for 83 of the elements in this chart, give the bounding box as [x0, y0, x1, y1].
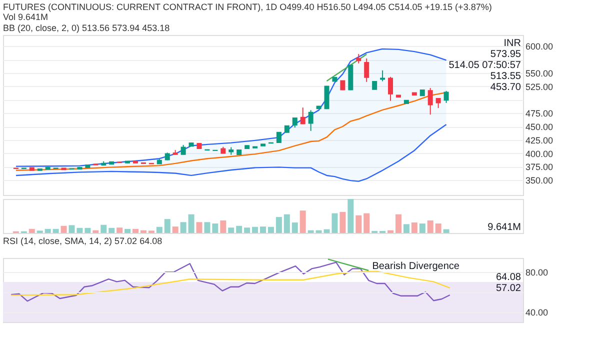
bar — [403, 224, 410, 233]
annotation: Bearish Divergence — [372, 261, 460, 272]
chart-title: FUTURES (CONTINUOUS: CURRENT CONTRACT IN FRONT), 1D O499.40 H516.50 L494.05 C514.05 +19.15 (+3.87%) — [3, 2, 492, 12]
text: BB (20, close, 2, 0) 513.56 573.94 453.18 — [3, 23, 170, 33]
bar — [140, 230, 146, 233]
candlestick — [292, 117, 298, 128]
text: 9.641M — [488, 222, 521, 233]
bar — [60, 226, 67, 233]
bar — [300, 210, 306, 233]
candlestick — [444, 90, 449, 104]
bar — [268, 226, 274, 233]
y-tick-label: 375.00 — [526, 162, 554, 172]
bar — [276, 217, 282, 233]
y-tick-label: 400.00 — [526, 148, 554, 159]
bar — [427, 220, 434, 233]
bar — [44, 228, 51, 233]
bar — [84, 228, 91, 233]
bar — [388, 230, 394, 233]
bar — [108, 228, 115, 233]
bar — [180, 222, 186, 233]
bar — [284, 214, 290, 233]
candlestick — [276, 132, 282, 144]
text: 453.70 — [490, 82, 522, 93]
bar — [28, 228, 35, 233]
candlestick — [300, 107, 306, 125]
candlestick — [308, 110, 314, 132]
bar — [164, 219, 170, 233]
bar — [340, 212, 346, 233]
bar — [244, 228, 250, 233]
bar — [196, 222, 202, 233]
y-tick-label: 425.00 — [526, 135, 554, 146]
y-tick-label: 350.00 — [526, 176, 554, 186]
y-tick-label: 600.00 — [526, 42, 554, 52]
bar — [220, 220, 226, 233]
bar — [132, 228, 138, 233]
y-tick-label: 525.00 — [526, 82, 554, 92]
candlestick — [180, 144, 186, 156]
y-tick-label: 550.00 — [526, 68, 554, 78]
bar — [124, 228, 131, 233]
y-tick-label: 40.00 — [526, 308, 548, 318]
bar — [348, 199, 354, 233]
bar — [292, 222, 298, 233]
bar — [236, 226, 242, 233]
bar — [435, 223, 442, 233]
bar — [260, 226, 266, 233]
bar — [316, 230, 322, 233]
bar — [228, 228, 234, 233]
line-series — [15, 124, 447, 182]
candlestick — [388, 76, 393, 102]
bar — [212, 223, 218, 233]
text: 513.55 — [490, 71, 522, 82]
bar — [395, 214, 402, 233]
bar — [100, 224, 107, 233]
bar — [443, 229, 450, 233]
bar — [92, 230, 99, 233]
candlestick — [364, 58, 370, 82]
bar — [419, 223, 426, 233]
bar — [172, 226, 178, 233]
bar — [356, 215, 362, 233]
annotation: 514.05 07:50:57 — [448, 60, 522, 71]
text: 64.08 — [496, 272, 522, 283]
bar — [116, 228, 123, 233]
text: Vol 9.641M — [3, 12, 48, 22]
y-tick-label: 475.00 — [526, 108, 554, 119]
y-tick-label: 80.00 — [526, 268, 548, 278]
text: INR — [504, 38, 521, 49]
bar — [204, 222, 210, 233]
chart-title: RSI (14, close, SMA, 14, 2) 57.02 64.08 — [3, 236, 162, 246]
candlestick — [356, 54, 362, 64]
text: 57.02 — [496, 283, 522, 294]
bar — [188, 214, 194, 233]
line-series — [10, 270, 450, 296]
bar — [308, 230, 314, 233]
bar — [156, 226, 162, 233]
bar — [252, 226, 258, 233]
candlestick — [428, 87, 433, 116]
y-tick-label: 450.00 — [526, 122, 554, 132]
text: 573.95 — [490, 49, 522, 60]
bar — [52, 228, 59, 233]
bar — [364, 213, 370, 233]
candlestick — [380, 70, 386, 82]
bar — [411, 222, 418, 233]
candlestick — [436, 98, 441, 109]
